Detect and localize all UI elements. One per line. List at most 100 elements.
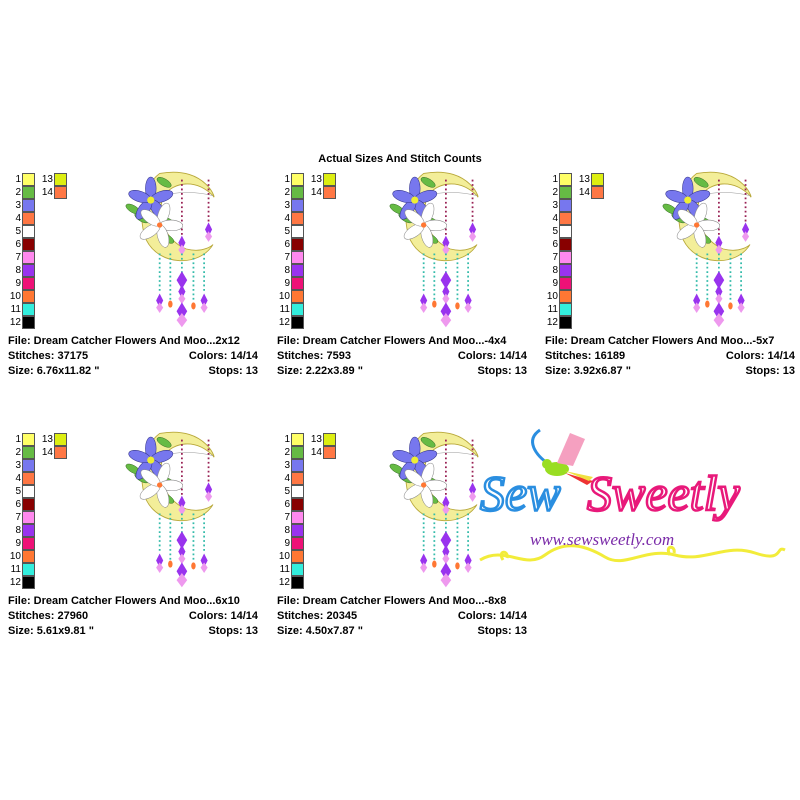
color-swatch: 4 [8, 212, 35, 225]
stop-count: Stops: 13 [208, 625, 258, 637]
color-swatch: 9 [545, 277, 572, 290]
color-swatch: 5 [277, 225, 304, 238]
stop-count: Stops: 13 [745, 365, 795, 377]
stitch-count: Stitches: 37175 [8, 350, 89, 362]
swatch-color [291, 225, 304, 238]
color-swatch: 14 [577, 186, 604, 199]
swatch-number: 11 [547, 304, 558, 315]
swatch-color [291, 264, 304, 277]
dream-catcher-design-image [382, 429, 492, 594]
swatch-number: 13 [310, 174, 322, 185]
swatch-number: 5 [15, 486, 21, 497]
swatch-number: 5 [15, 226, 21, 237]
color-swatch: 12 [8, 576, 35, 589]
design-info: File: Dream Catcher Flowers And Moo...-4… [277, 334, 527, 379]
swatch-color [22, 225, 35, 238]
swatch-color [291, 433, 304, 446]
color-swatch: 3 [277, 199, 304, 212]
stop-count: Stops: 13 [477, 365, 527, 377]
stop-count: Stops: 13 [477, 625, 527, 637]
swatch-number: 4 [15, 213, 21, 224]
swatch-number: 7 [284, 252, 290, 263]
color-swatch: 5 [277, 485, 304, 498]
swatch-color [22, 316, 35, 329]
swatch-number: 13 [41, 174, 53, 185]
swatch-color [559, 303, 572, 316]
swatch-color [323, 446, 336, 459]
swatch-color [22, 576, 35, 589]
color-swatch: 2 [8, 446, 35, 459]
swatch-number: 14 [41, 187, 53, 198]
swatch-number: 14 [310, 187, 322, 198]
swatch-color [22, 472, 35, 485]
design-size: Size: 6.76x11.82 " [8, 365, 100, 377]
swatch-color [22, 277, 35, 290]
color-swatch: 6 [545, 238, 572, 251]
swatch-color [22, 459, 35, 472]
swatch-number: 9 [284, 278, 290, 289]
swatch-color [559, 173, 572, 186]
swatch-color [22, 498, 35, 511]
file-name: File: Dream Catcher Flowers And Moo...2x… [8, 335, 240, 347]
swatch-number: 6 [15, 499, 21, 510]
color-swatch: 9 [277, 537, 304, 550]
color-swatch: 7 [277, 511, 304, 524]
color-swatch: 11 [277, 563, 304, 576]
swatch-color [22, 212, 35, 225]
color-swatch: 3 [545, 199, 572, 212]
color-swatch: 11 [545, 303, 572, 316]
color-swatch: 2 [8, 186, 35, 199]
file-name: File: Dream Catcher Flowers And Moo...-8… [277, 595, 507, 607]
color-swatch: 14 [40, 446, 67, 459]
swatch-number: 11 [279, 304, 290, 315]
color-swatch: 7 [277, 251, 304, 264]
design-size: Size: 5.61x9.81 " [8, 625, 94, 637]
swatch-number: 9 [284, 538, 290, 549]
swatch-color [291, 290, 304, 303]
swatch-number: 8 [15, 265, 21, 276]
svg-text:Sweetly: Sweetly [587, 465, 741, 521]
swatch-number: 4 [15, 473, 21, 484]
swatch-number: 9 [15, 538, 21, 549]
swatch-color [22, 485, 35, 498]
swatch-number: 11 [10, 304, 21, 315]
stop-count: Stops: 13 [208, 365, 258, 377]
color-swatch: 1 [8, 173, 35, 186]
swatch-color [559, 225, 572, 238]
swatch-color [291, 459, 304, 472]
swatch-number: 4 [552, 213, 558, 224]
color-count: Colors: 14/14 [188, 350, 258, 362]
color-count: Colors: 14/14 [457, 610, 527, 622]
swatch-color [323, 173, 336, 186]
design-size: Size: 3.92x6.87 " [545, 365, 631, 377]
swatch-color [291, 238, 304, 251]
file-name: File: Dream Catcher Flowers And Moo...-5… [545, 335, 775, 347]
swatch-color [22, 563, 35, 576]
color-swatch: 5 [8, 485, 35, 498]
swatch-color [559, 251, 572, 264]
swatch-color [291, 550, 304, 563]
color-swatch: 10 [545, 290, 572, 303]
color-swatch: 8 [8, 524, 35, 537]
color-swatch: 8 [277, 524, 304, 537]
swatch-number: 7 [15, 512, 21, 523]
swatch-color [291, 199, 304, 212]
swatch-color [559, 277, 572, 290]
swatch-color [291, 316, 304, 329]
swatch-color [291, 472, 304, 485]
color-swatch: 11 [8, 303, 35, 316]
swatch-color [291, 576, 304, 589]
swatch-number: 5 [284, 226, 290, 237]
swatch-color [22, 303, 35, 316]
color-swatch: 1 [277, 433, 304, 446]
stitch-count: Stitches: 20345 [277, 610, 358, 622]
swatch-number: 11 [10, 564, 21, 575]
swatch-color [591, 186, 604, 199]
dream-catcher-design-image [655, 169, 765, 334]
swatch-number: 12 [278, 317, 290, 328]
swatch-number: 4 [284, 213, 290, 224]
swatch-color [291, 485, 304, 498]
color-swatch: 11 [277, 303, 304, 316]
color-swatch: 10 [8, 550, 35, 563]
swatch-number: 9 [15, 278, 21, 289]
